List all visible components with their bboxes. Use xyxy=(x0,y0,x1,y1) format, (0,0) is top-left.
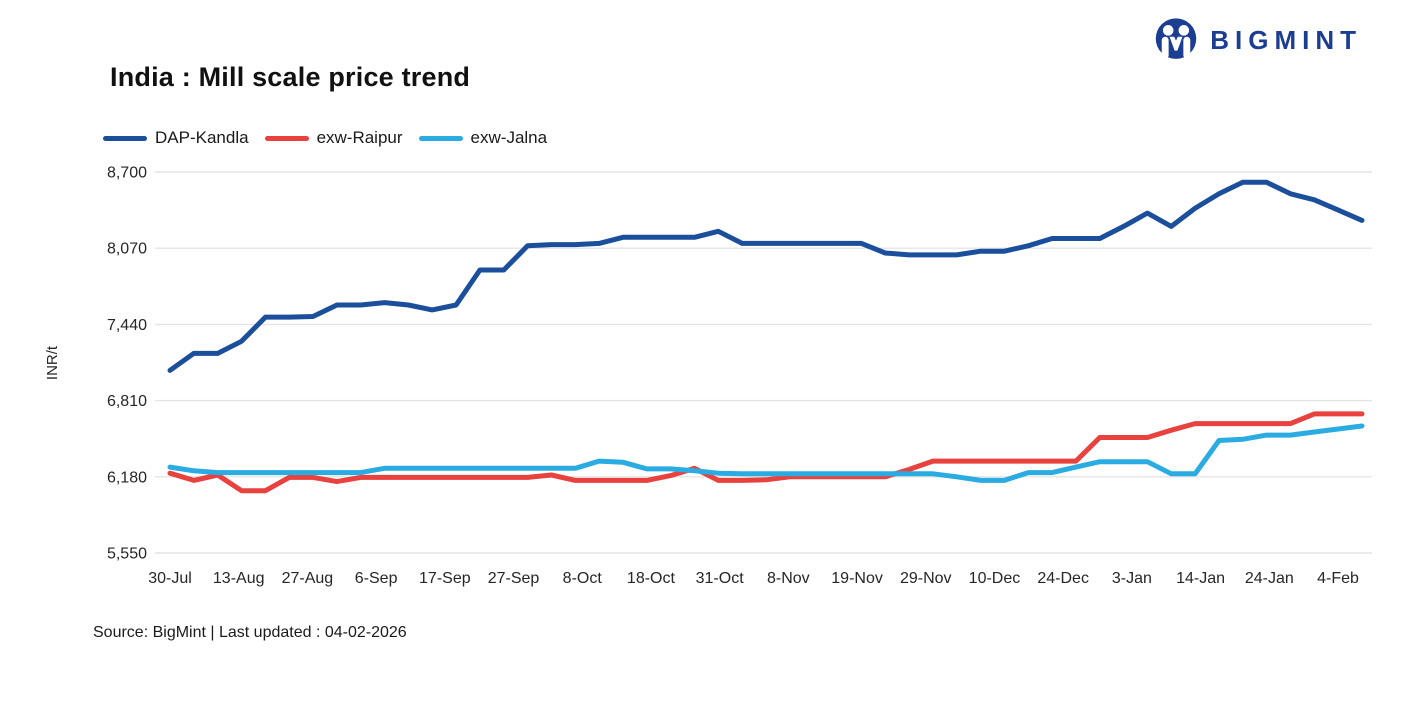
x-tick-label: 6-Sep xyxy=(355,570,398,587)
legend-item-exw-raipur: exw-Raipur xyxy=(264,128,403,148)
series-line-exw-raipur xyxy=(167,411,1365,494)
x-tick-label: 19-Nov xyxy=(831,570,883,587)
x-tick-label: 31-Oct xyxy=(696,570,745,587)
x-tick-label: 18-Oct xyxy=(627,570,676,587)
x-tick-label: 30-Jul xyxy=(148,570,192,587)
x-tick-label: 8-Nov xyxy=(767,570,810,587)
brand-name: BIGMINT xyxy=(1210,24,1362,55)
legend-swatch-dap-kandla xyxy=(103,135,147,141)
x-tick-label: 3-Jan xyxy=(1112,570,1152,587)
legend-label-dap-kandla: DAP-Kandla xyxy=(155,128,249,147)
source-note: Source: BigMint | Last updated : 04-02-2… xyxy=(93,624,407,641)
series-line-exw-jalna xyxy=(167,423,1365,483)
legend-label-exw-raipur: exw-Raipur xyxy=(316,128,403,147)
legend-swatch-exw-raipur xyxy=(264,135,309,141)
y-tick-label: 7,440 xyxy=(107,317,147,334)
x-tick-label: 8-Oct xyxy=(563,570,603,587)
y-tick-label: 5,550 xyxy=(107,546,147,563)
legend-item-dap-kandla: DAP-Kandla xyxy=(103,128,249,148)
y-tick-label: 6,180 xyxy=(107,469,147,486)
x-tick-label: 14-Jan xyxy=(1176,570,1225,587)
page-title: India : Mill scale price trend xyxy=(110,62,471,92)
legend-item-exw-jalna: exw-Jalna xyxy=(418,128,548,148)
legend-label-exw-jalna: exw-Jalna xyxy=(470,128,548,147)
x-tick-label: 24-Jan xyxy=(1245,570,1294,587)
x-tick-label: 10-Dec xyxy=(969,570,1021,587)
x-tick-label: 29-Nov xyxy=(900,570,952,587)
series-line-dap-kandla xyxy=(167,179,1365,373)
x-tick-label: 27-Aug xyxy=(282,570,334,587)
x-tick-label: 17-Sep xyxy=(419,570,471,587)
x-tick-label: 27-Sep xyxy=(488,570,540,587)
y-axis-title: INR/t xyxy=(44,345,61,380)
y-tick-label: 8,700 xyxy=(107,165,147,182)
x-tick-label: 4-Feb xyxy=(1317,570,1359,587)
y-tick-label: 8,070 xyxy=(107,241,147,258)
chart-legend: DAP-Kandla exw-Raipur exw-Jalna xyxy=(103,128,547,148)
y-tick-label: 6,810 xyxy=(107,393,147,410)
brand-logo: BIGMINT xyxy=(1153,17,1362,63)
bigmint-logo-icon xyxy=(1155,18,1197,59)
legend-swatch-exw-jalna xyxy=(418,135,463,141)
x-tick-label: 24-Dec xyxy=(1037,570,1089,587)
x-tick-label: 13-Aug xyxy=(213,570,265,587)
